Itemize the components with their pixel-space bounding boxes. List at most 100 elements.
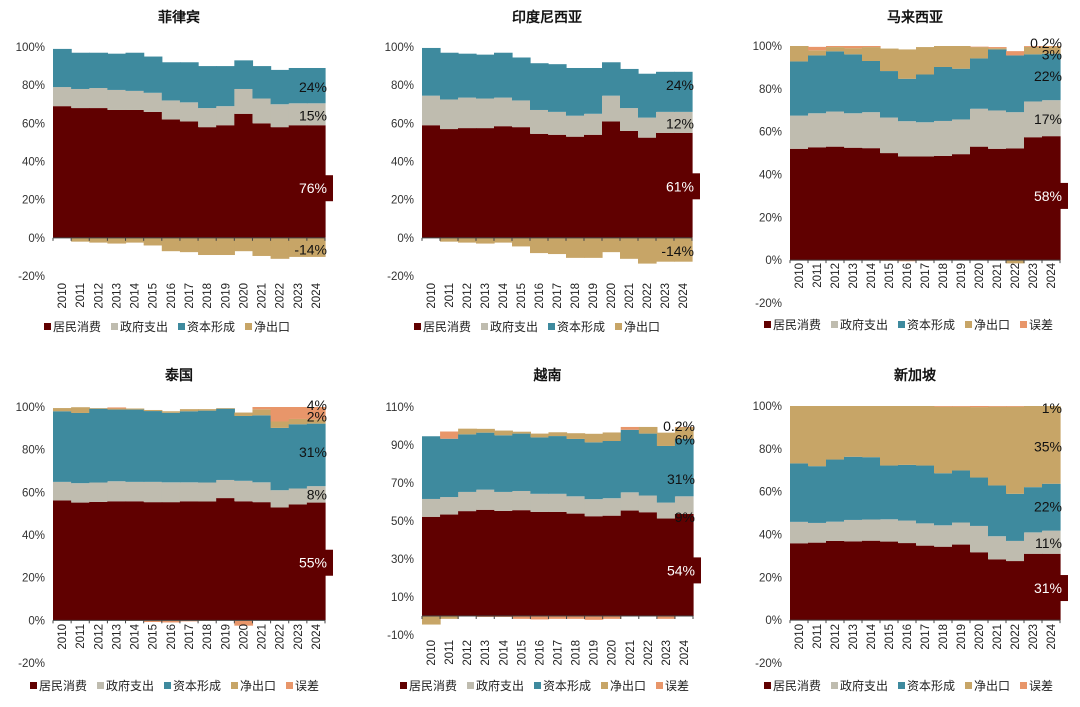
y-tick-label: 50% xyxy=(391,516,414,528)
bar-segment xyxy=(107,408,127,410)
bar-segment xyxy=(898,156,917,261)
data-label: 15% xyxy=(299,108,327,124)
bar-segment xyxy=(952,119,971,155)
bar-segment xyxy=(674,427,694,439)
x-tick-label: 2021 xyxy=(992,624,1004,650)
bar-segment xyxy=(674,111,693,133)
data-label: 31% xyxy=(1034,580,1062,596)
bar-segment xyxy=(808,113,827,148)
bar-segment xyxy=(898,520,917,544)
bar-segment xyxy=(530,437,550,494)
legend-label: 误差 xyxy=(1029,679,1053,693)
bar-segment xyxy=(602,95,621,122)
bar-segment xyxy=(566,496,586,514)
bar-segment xyxy=(844,48,863,55)
bar-segment xyxy=(1006,561,1025,621)
bar-segment xyxy=(898,543,917,621)
bar-segment xyxy=(808,466,827,523)
y-tick-label: 70% xyxy=(391,478,414,490)
bar-segment xyxy=(844,406,863,457)
legend-label: 净出口 xyxy=(974,318,1010,332)
bar-segment xyxy=(844,519,863,542)
x-tick-label: 2012 xyxy=(830,263,842,289)
legend-swatch xyxy=(97,682,104,689)
x-tick-label: 2017 xyxy=(920,624,932,650)
bar-segment xyxy=(234,620,254,626)
bar-segment xyxy=(988,49,1007,111)
bar-segment xyxy=(1006,148,1025,261)
bar-segment xyxy=(790,521,809,544)
legend-label: 政府支出 xyxy=(106,678,154,693)
bar-segment xyxy=(494,435,513,492)
bar-segment xyxy=(638,73,657,118)
bar-segment xyxy=(566,438,586,497)
data-label: 3% xyxy=(1042,47,1062,63)
bar-segment xyxy=(71,407,90,413)
bar-segment xyxy=(934,406,953,407)
x-tick-label: 2023 xyxy=(1028,263,1040,289)
bar-segment xyxy=(440,616,459,619)
bar-segment xyxy=(306,423,326,487)
bar-segment xyxy=(862,148,881,261)
x-tick-label: 2018 xyxy=(571,640,583,666)
y-tick-label: 80% xyxy=(759,444,782,456)
bar-segment xyxy=(476,509,495,616)
bar-segment xyxy=(844,147,863,261)
bar-segment xyxy=(1024,54,1043,102)
bar-segment xyxy=(548,511,568,616)
x-tick-label: 2016 xyxy=(534,640,546,666)
y-tick-label: 100% xyxy=(753,41,782,53)
legend-label: 居民消费 xyxy=(409,679,457,693)
bar-segment xyxy=(862,112,881,149)
bar-segment xyxy=(89,501,108,621)
bar-segment xyxy=(898,260,917,262)
y-tick-label: 60% xyxy=(22,118,45,130)
bar-segment xyxy=(252,66,272,99)
chart-panel: 越南 -10% 10% 30% 50% 70% 90% 110% 2010 2011 2012 201… xyxy=(385,367,701,693)
bar-segment xyxy=(638,137,657,238)
x-tick-label: 2015 xyxy=(516,640,528,666)
x-tick-label: 2023 xyxy=(293,283,305,309)
x-tick-label: 2020 xyxy=(606,283,618,309)
bar-segment xyxy=(898,406,917,465)
bar-segment xyxy=(844,456,863,520)
x-tick-label: 2020 xyxy=(974,624,986,650)
bar-segment xyxy=(270,507,290,621)
bar-segment xyxy=(143,481,163,503)
bar-segment xyxy=(179,411,199,483)
bar-segment xyxy=(512,100,531,128)
legend-label: 居民消费 xyxy=(773,679,821,693)
bar-segment xyxy=(934,406,953,474)
bar-segment xyxy=(494,52,513,98)
bar-segment xyxy=(530,63,549,110)
x-tick-label: 2022 xyxy=(275,283,287,309)
bar-segment xyxy=(179,482,199,502)
y-tick-label: -20% xyxy=(755,658,782,670)
x-tick-label: 2010 xyxy=(57,283,69,309)
x-tick-label: 2013 xyxy=(848,263,860,289)
bar-segment xyxy=(216,498,235,621)
bar-segment xyxy=(898,464,917,521)
bar-segment xyxy=(898,78,917,122)
data-label: 22% xyxy=(1034,68,1062,84)
x-tick-label: 2011 xyxy=(75,283,87,308)
y-tick-label: 80% xyxy=(391,80,414,92)
bar-segment xyxy=(602,616,622,619)
chart-panel: 菲律宾 -20% 0% 20% 40% 60% 80% 100% 2010 2011 2012 201… xyxy=(16,9,333,334)
bar-segment xyxy=(620,237,639,259)
bar-segment xyxy=(566,616,586,619)
x-tick-label: 2010 xyxy=(57,624,69,650)
bar-segment xyxy=(252,98,272,124)
y-tick-label: 100% xyxy=(753,401,782,413)
bar-segment xyxy=(252,502,272,621)
bar-segment xyxy=(808,46,827,51)
bar-segment xyxy=(826,47,845,52)
bar-segment xyxy=(934,46,953,67)
y-tick-label: -20% xyxy=(755,298,782,310)
bar-segment xyxy=(826,111,845,147)
bar-segment xyxy=(198,237,217,256)
bar-segment xyxy=(826,51,845,112)
bar-segment xyxy=(288,418,308,425)
bar-segment xyxy=(198,127,217,238)
bar-segment xyxy=(584,499,604,517)
